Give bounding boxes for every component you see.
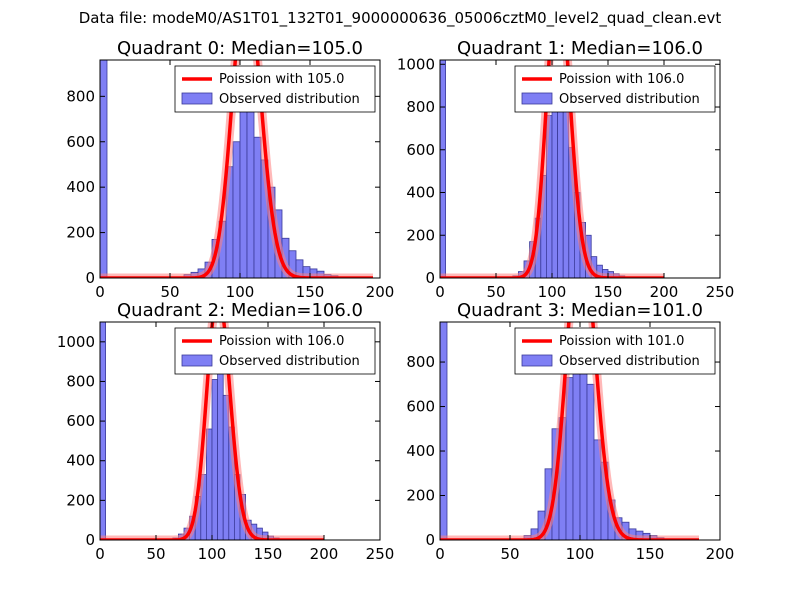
- plot-area: [440, 322, 703, 540]
- x-tick-label: 50: [500, 545, 519, 563]
- histogram-bar: [100, 322, 106, 540]
- histogram-bar: [579, 346, 588, 540]
- y-tick-label: 600: [66, 412, 95, 430]
- histogram-bar: [232, 141, 241, 278]
- legend-label-observed: Observed distribution: [219, 92, 360, 107]
- legend-bar-swatch: [181, 92, 213, 105]
- y-tick-label: 400: [406, 184, 435, 202]
- x-tick-label: 250: [366, 545, 395, 563]
- legend: Poission with 106.0 Observed distribution: [514, 65, 716, 113]
- histogram-bar: [551, 85, 558, 278]
- legend-bar-swatch: [181, 354, 213, 367]
- y-tick-label: 200: [66, 491, 95, 509]
- y-tick-label: 200: [406, 487, 435, 505]
- axes-frame: [439, 59, 721, 279]
- x-tick-label: 0: [95, 283, 105, 301]
- y-tick-label: 0: [425, 531, 435, 549]
- poisson-curve: [100, 322, 325, 540]
- y-tick-label: 800: [406, 98, 435, 116]
- x-tick-label: 0: [95, 545, 105, 563]
- y-tick-label: 800: [406, 353, 435, 371]
- histogram-bar: [440, 60, 446, 278]
- x-tick-label: 200: [366, 283, 395, 301]
- histogram-bar: [440, 322, 448, 540]
- x-tick-label: 150: [254, 545, 283, 563]
- histogram-bar: [239, 95, 248, 278]
- chart-title: Quadrant 2: Median=106.0: [117, 300, 363, 321]
- chart-title: Quadrant 3: Median=101.0: [457, 300, 703, 321]
- legend-bar-swatch: [521, 354, 553, 367]
- y-tick-label: 600: [66, 133, 95, 151]
- plot-area: [100, 60, 377, 278]
- x-tick-label: 50: [486, 283, 505, 301]
- plot-area: [440, 60, 668, 278]
- y-tick-label: 200: [406, 226, 435, 244]
- y-tick-label: 200: [66, 224, 95, 242]
- x-tick-label: 200: [650, 283, 679, 301]
- y-tick-label: 600: [406, 141, 435, 159]
- chart-panel-0: Quadrant 0: Median=105.0 0 50 100 150 200 0 200…: [66, 38, 395, 301]
- plot-area: [100, 322, 328, 540]
- histogram-bar: [211, 379, 218, 540]
- legend-label-observed: Observed distribution: [559, 92, 700, 107]
- histogram-bar: [586, 383, 595, 540]
- legend-label-observed: Observed distribution: [219, 354, 360, 369]
- chart-title: Quadrant 0: Median=105.0: [117, 38, 363, 59]
- x-tick-label: 150: [636, 545, 665, 563]
- chart-panel-1: Quadrant 1: Median=106.0 0 50 100 150 200 250 0…: [397, 38, 735, 301]
- x-tick-label: 50: [160, 283, 179, 301]
- y-tick-label: 400: [66, 452, 95, 470]
- legend-bar-swatch: [521, 92, 553, 105]
- x-tick-label: 100: [226, 283, 255, 301]
- x-tick-label: 100: [538, 283, 567, 301]
- axes-frame: [99, 321, 381, 541]
- legend-label-poisson: Poission with 105.0: [219, 72, 344, 87]
- legend-label-observed: Observed distribution: [559, 354, 700, 369]
- y-tick-label: 0: [85, 269, 95, 287]
- legend-label-poisson: Poission with 101.0: [559, 334, 684, 349]
- x-tick-label: 0: [435, 545, 445, 563]
- x-tick-label: 150: [296, 283, 325, 301]
- figure-suptitle: Data file: modeM0/AS1T01_132T01_90000006…: [79, 9, 722, 28]
- legend-label-poisson: Poission with 106.0: [559, 72, 684, 87]
- legend: Poission with 105.0 Observed distribution: [174, 65, 376, 113]
- chart-panel-2: Quadrant 2: Median=106.0 0 50 100 150 200 250 0…: [57, 300, 395, 563]
- histogram-bar: [100, 60, 108, 278]
- histogram-bar: [253, 136, 262, 278]
- chart-panel-3: Quadrant 3: Median=101.0 0 50 100 150 200 0 200…: [406, 300, 735, 563]
- x-tick-label: 250: [706, 283, 735, 301]
- x-tick-label: 100: [198, 545, 227, 563]
- x-tick-label: 200: [310, 545, 339, 563]
- chart-title: Quadrant 1: Median=106.0: [457, 38, 703, 59]
- y-tick-label: 400: [406, 442, 435, 460]
- y-tick-label: 0: [425, 269, 435, 287]
- y-tick-label: 1000: [57, 333, 95, 351]
- x-tick-label: 150: [594, 283, 623, 301]
- x-tick-label: 0: [435, 283, 445, 301]
- x-tick-label: 200: [706, 545, 735, 563]
- y-tick-label: 0: [85, 531, 95, 549]
- x-tick-label: 100: [566, 545, 595, 563]
- legend: Poission with 106.0 Observed distribution: [174, 327, 376, 375]
- legend: Poission with 101.0 Observed distribution: [514, 327, 716, 375]
- histogram-bar: [205, 428, 213, 540]
- y-tick-label: 400: [66, 178, 95, 196]
- x-tick-label: 50: [146, 545, 165, 563]
- y-tick-label: 800: [66, 87, 95, 105]
- legend-label-poisson: Poission with 106.0: [219, 334, 344, 349]
- y-tick-label: 800: [66, 372, 95, 390]
- y-tick-label: 600: [406, 398, 435, 416]
- y-tick-label: 1000: [397, 55, 435, 73]
